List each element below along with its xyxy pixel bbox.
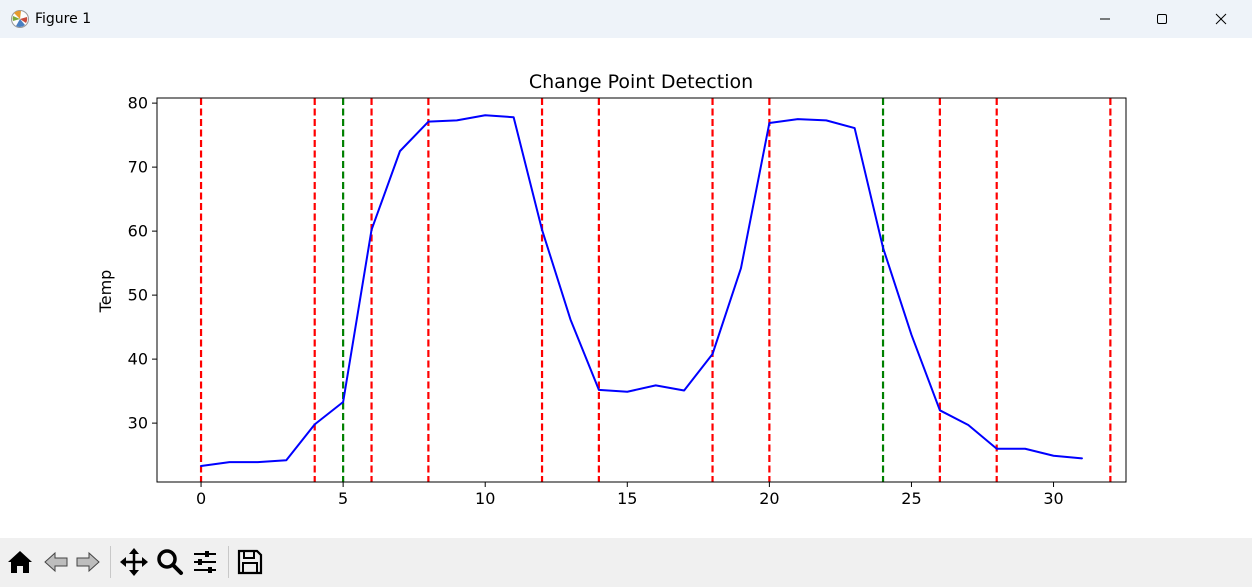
- x-tick-label: 10: [475, 489, 495, 508]
- forward-button[interactable]: [72, 546, 104, 578]
- y-tick-label: 40: [128, 350, 148, 369]
- home-icon: [8, 551, 32, 573]
- x-tick-label: 30: [1043, 489, 1063, 508]
- figure-canvas[interactable]: 0 5 10 15 20 25 30 30 40 50 60 70 80 Change Point D…: [0, 38, 1252, 538]
- window-titlebar: Figure 1: [0, 0, 1252, 38]
- window-title: Figure 1: [35, 11, 92, 27]
- x-tick-label: 5: [338, 489, 348, 508]
- matplotlib-icon: [10, 9, 30, 29]
- minimize-button[interactable]: [1076, 0, 1134, 38]
- x-tick-label: 15: [617, 489, 637, 508]
- axes-frame: [156, 97, 1127, 483]
- back-icon: [44, 551, 68, 573]
- change-point-lines: [199, 98, 1112, 482]
- zoom-icon: [157, 549, 183, 575]
- close-icon: [1215, 13, 1227, 25]
- zoom-button[interactable]: [154, 546, 186, 578]
- x-tick-label: 25: [901, 489, 921, 508]
- y-tick-label: 50: [128, 286, 148, 305]
- home-button[interactable]: [4, 546, 36, 578]
- save-icon: [237, 549, 263, 575]
- chart-title: Change Point Detection: [529, 71, 753, 93]
- x-tick-label: 0: [196, 489, 206, 508]
- x-axis-ticks: 0 5 10 15 20 25 30: [196, 482, 1064, 508]
- configure-subplots-icon: [194, 551, 216, 573]
- temp-series-line: [200, 114, 1083, 467]
- toolbar-separator: [228, 546, 229, 578]
- y-tick-label: 60: [128, 222, 148, 241]
- toolbar-separator: [110, 546, 111, 578]
- y-axis-label: Temp: [96, 270, 115, 314]
- pan-icon: [120, 548, 148, 576]
- y-tick-label: 80: [128, 94, 148, 113]
- chart: 0 5 10 15 20 25 30 30 40 50 60 70 80 Change Point D…: [96, 71, 1127, 508]
- maximize-button[interactable]: [1133, 0, 1191, 38]
- close-button[interactable]: [1192, 0, 1250, 38]
- forward-icon: [76, 551, 100, 573]
- navigation-toolbar: [0, 538, 1252, 587]
- minimize-icon: [1100, 18, 1110, 20]
- y-axis-ticks: 30 40 50 60 70 80: [128, 94, 157, 433]
- maximize-icon: [1157, 14, 1167, 24]
- back-button[interactable]: [40, 546, 72, 578]
- configure-subplots-button[interactable]: [189, 546, 221, 578]
- pan-button[interactable]: [118, 546, 150, 578]
- y-tick-label: 70: [128, 158, 148, 177]
- x-tick-label: 20: [759, 489, 779, 508]
- y-tick-label: 30: [128, 414, 148, 433]
- save-button[interactable]: [234, 546, 266, 578]
